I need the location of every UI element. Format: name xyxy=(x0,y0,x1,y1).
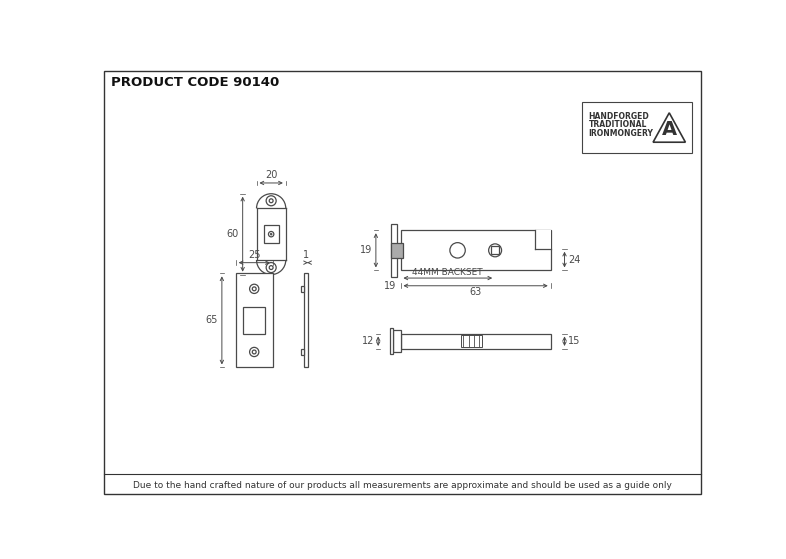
Text: 19: 19 xyxy=(360,245,372,255)
Text: 12: 12 xyxy=(362,336,374,346)
Text: 20: 20 xyxy=(265,170,277,180)
Circle shape xyxy=(250,347,259,357)
Bar xyxy=(304,273,308,367)
Circle shape xyxy=(270,233,272,235)
Bar xyxy=(301,286,304,292)
Bar xyxy=(582,102,692,153)
Circle shape xyxy=(269,231,274,237)
Polygon shape xyxy=(653,113,685,142)
Bar xyxy=(236,273,273,367)
Text: TRADITIONAL: TRADITIONAL xyxy=(589,120,647,129)
Text: HANDFORGED: HANDFORGED xyxy=(589,112,649,121)
Text: 15: 15 xyxy=(568,336,581,346)
Text: IRONMONGERY: IRONMONGERY xyxy=(589,129,653,138)
Circle shape xyxy=(270,199,273,203)
Text: 44MM BACKSET: 44MM BACKSET xyxy=(413,268,483,277)
Text: PRODUCT CODE 90140: PRODUCT CODE 90140 xyxy=(111,75,279,88)
Circle shape xyxy=(252,350,256,354)
Circle shape xyxy=(266,263,276,273)
Circle shape xyxy=(489,244,501,257)
Bar xyxy=(461,335,482,347)
Bar xyxy=(401,230,551,271)
Bar xyxy=(491,247,499,254)
Bar xyxy=(263,225,279,244)
Bar xyxy=(390,329,393,354)
Circle shape xyxy=(270,266,273,269)
Bar xyxy=(393,330,401,352)
Circle shape xyxy=(266,196,276,206)
Text: Due to the hand crafted nature of our products all measurements are approximate : Due to the hand crafted nature of our pr… xyxy=(134,481,672,490)
Bar xyxy=(391,243,403,258)
Text: 19: 19 xyxy=(384,281,397,291)
Text: 60: 60 xyxy=(226,229,239,239)
Text: 25: 25 xyxy=(248,249,260,259)
Bar xyxy=(535,230,551,249)
Circle shape xyxy=(450,243,465,258)
Bar xyxy=(391,224,398,277)
Text: 65: 65 xyxy=(206,315,218,325)
Circle shape xyxy=(252,287,256,291)
Circle shape xyxy=(250,284,259,293)
Bar xyxy=(401,334,551,349)
Text: 24: 24 xyxy=(568,254,581,264)
Text: A: A xyxy=(662,120,677,139)
Bar xyxy=(301,349,304,354)
Text: 1: 1 xyxy=(303,249,309,259)
Bar xyxy=(244,307,265,334)
Text: 63: 63 xyxy=(469,287,482,297)
